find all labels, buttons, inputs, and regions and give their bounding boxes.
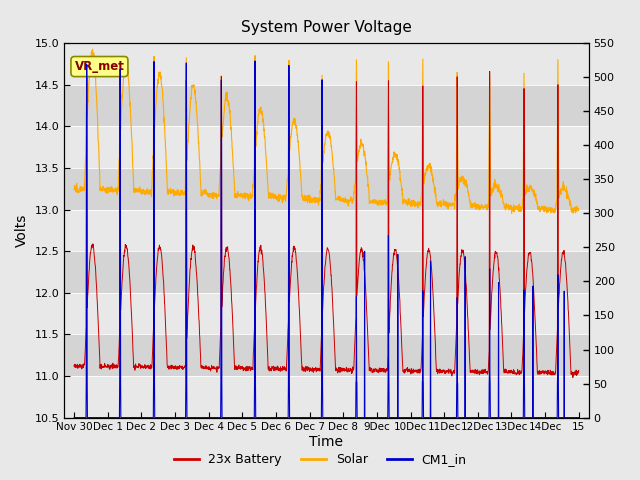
Bar [64, 126, 589, 168]
Bar [64, 293, 589, 335]
Title: System Power Voltage: System Power Voltage [241, 20, 412, 35]
X-axis label: Time: Time [309, 435, 344, 449]
Bar [64, 168, 589, 210]
Y-axis label: Volts: Volts [15, 214, 29, 247]
Legend: 23x Battery, Solar, CM1_in: 23x Battery, Solar, CM1_in [168, 448, 472, 471]
Bar [64, 210, 589, 251]
Bar [64, 251, 589, 293]
Bar [64, 376, 589, 418]
Text: VR_met: VR_met [74, 60, 124, 73]
Bar [64, 335, 589, 376]
Bar [64, 85, 589, 126]
Bar [64, 43, 589, 85]
